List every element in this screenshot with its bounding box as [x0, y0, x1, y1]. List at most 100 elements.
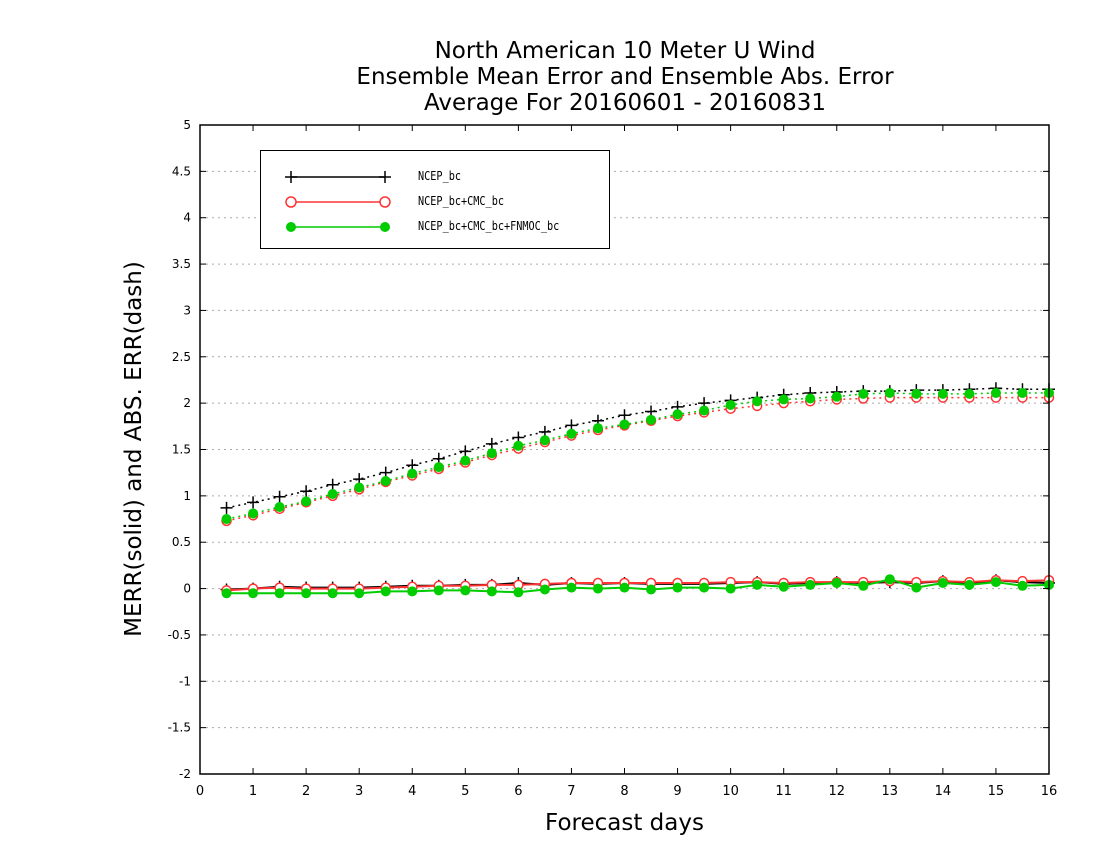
data-point — [300, 485, 313, 498]
data-point — [618, 409, 631, 422]
x-tick-label: 9 — [673, 784, 681, 799]
data-point — [433, 585, 444, 596]
data-point — [619, 582, 630, 593]
data-point — [778, 394, 789, 405]
y-tick-label: -2 — [179, 767, 191, 781]
y-tick-label: -0.5 — [168, 628, 191, 642]
data-point — [725, 399, 736, 410]
x-tick-label: 12 — [828, 784, 845, 799]
data-point — [248, 588, 259, 599]
x-tick-label: 6 — [514, 784, 522, 799]
data-point — [964, 579, 975, 590]
data-point — [327, 588, 338, 599]
data-point — [752, 579, 763, 590]
data-point — [646, 584, 657, 595]
legend-label-ncep-cmc-fnmoc: NCEP_bc+CMC_bc+FNMOC_bc — [418, 219, 560, 233]
y-tick-label: 3.5 — [172, 257, 191, 271]
y-tick-label: -1 — [179, 674, 191, 688]
x-tick-label: 15 — [988, 784, 1005, 799]
series-1 — [221, 392, 1055, 596]
data-point — [725, 583, 736, 594]
data-point — [566, 428, 577, 439]
y-tick-label: 2.5 — [172, 350, 191, 364]
data-point — [354, 482, 365, 493]
y-tick-label: 4.5 — [172, 164, 191, 178]
data-point — [699, 405, 710, 416]
x-tick-label: 16 — [1041, 784, 1058, 799]
y-tick-label: 1 — [183, 489, 191, 503]
data-point — [805, 579, 816, 590]
y-tick-label: 2 — [183, 396, 191, 410]
x-tick-label: 13 — [882, 784, 899, 799]
x-axis-label: Forecast days — [545, 810, 704, 836]
data-point — [380, 586, 391, 597]
data-point — [327, 489, 338, 500]
legend-label-ncep-cmc: NCEP_bc+CMC_bc — [418, 194, 504, 208]
y-tick-label: 4 — [183, 211, 191, 225]
data-point — [1017, 580, 1028, 591]
data-point — [513, 587, 524, 598]
series-layer — [220, 382, 1055, 599]
data-point — [831, 578, 842, 589]
data-point — [460, 455, 471, 466]
data-point — [672, 409, 683, 420]
x-tick-label: 8 — [620, 784, 628, 799]
data-point — [248, 508, 259, 519]
data-point — [460, 585, 471, 596]
x-tick-label: 2 — [302, 784, 310, 799]
data-point — [221, 514, 232, 525]
data-point — [1017, 387, 1028, 398]
data-point — [699, 582, 710, 593]
y-axis-label: MERR(solid) and ABS. ERR(dash) — [121, 261, 147, 637]
data-point — [407, 468, 418, 479]
data-point — [646, 414, 657, 425]
data-point — [884, 574, 895, 585]
data-point — [592, 423, 603, 434]
data-point — [858, 388, 869, 399]
axes: -2-1.5-1-0.500.511.522.533.544.550 1 2 3 4 5 6… — [168, 118, 1058, 799]
data-point — [539, 584, 550, 595]
chart-title-line-2: Ensemble Mean Error and Ensemble Abs. Er… — [356, 64, 894, 90]
x-tick-label: 4 — [408, 784, 416, 799]
y-tick-label: 0.5 — [172, 535, 191, 549]
x-tick-label: 7 — [567, 784, 575, 799]
data-point — [858, 580, 869, 591]
data-point — [672, 582, 683, 593]
data-point — [407, 586, 418, 597]
legend-swatch-ncep — [285, 171, 391, 183]
y-tick-label: -1.5 — [168, 721, 191, 735]
x-tick-label: 14 — [935, 784, 952, 799]
data-point — [884, 387, 895, 398]
y-tick-label: 5 — [183, 118, 191, 132]
data-point — [354, 588, 365, 599]
legend: NCEP_bc NCEP_bc+CMC_bc NCEP_bc+CMC_bc+FN… — [260, 150, 610, 249]
data-point — [486, 448, 497, 459]
abs-error-line — [226, 392, 1049, 520]
data-point — [990, 577, 1001, 588]
data-point — [380, 476, 391, 487]
x-tick-label: 1 — [249, 784, 257, 799]
data-point — [937, 388, 948, 399]
data-point — [911, 388, 922, 399]
y-tick-label: 0 — [183, 582, 191, 596]
data-point — [752, 396, 763, 407]
data-point — [831, 391, 842, 402]
series-0 — [220, 382, 1055, 596]
legend-label-ncep: NCEP_bc — [418, 169, 461, 183]
legend-swatch-ncep-cmc — [285, 196, 391, 208]
data-point — [301, 496, 312, 507]
data-point — [486, 586, 497, 597]
data-point — [513, 440, 524, 451]
data-point — [911, 582, 922, 593]
data-point — [619, 419, 630, 430]
data-point — [937, 578, 948, 589]
data-point — [592, 583, 603, 594]
abs-error-line — [226, 396, 1049, 522]
y-tick-label: 3 — [183, 303, 191, 317]
legend-swatch-ncep-cmc-fnmoc — [286, 222, 390, 232]
data-point — [301, 588, 312, 599]
data-point — [433, 462, 444, 473]
data-point — [964, 388, 975, 399]
data-point — [274, 501, 285, 512]
